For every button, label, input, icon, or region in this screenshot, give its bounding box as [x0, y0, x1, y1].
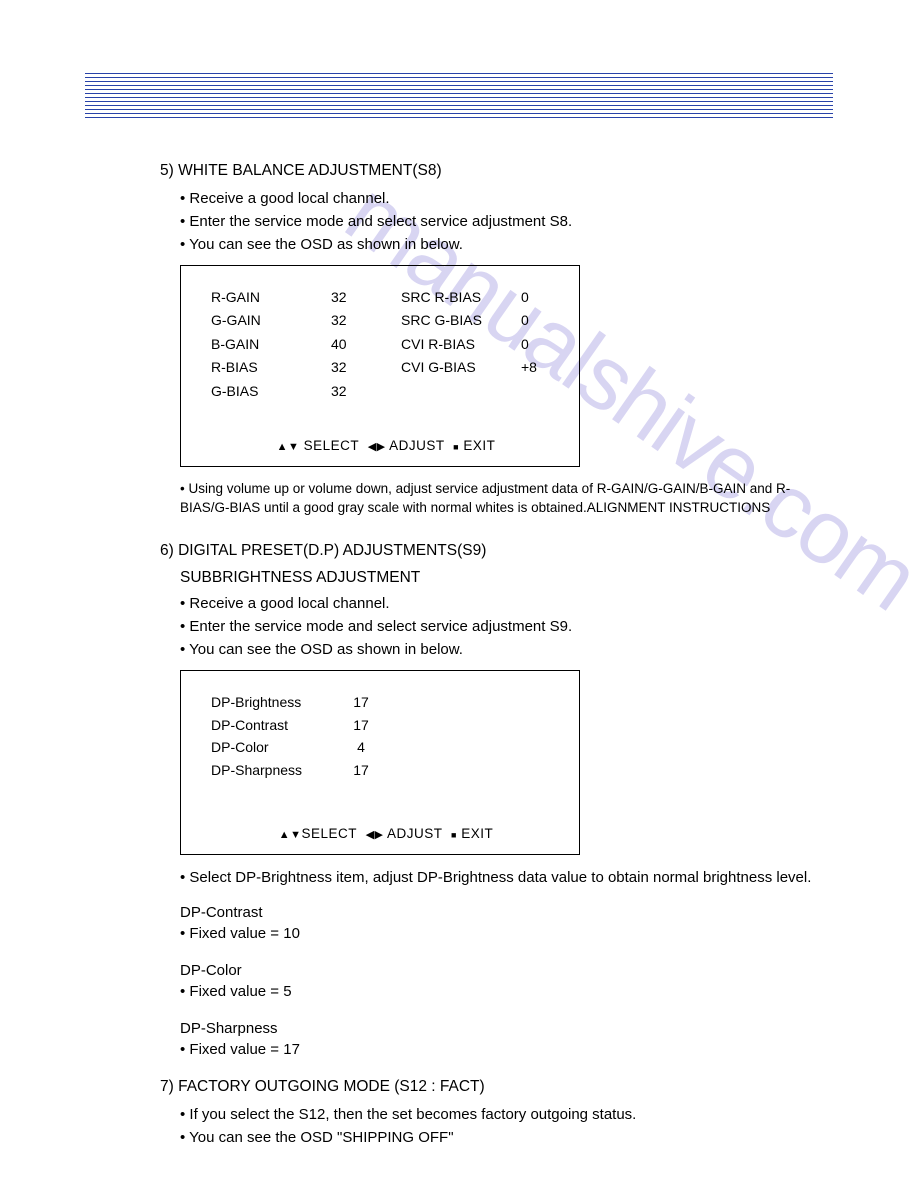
bullet-text: Receive a good local channel.: [189, 595, 389, 612]
osd-value: 17: [341, 761, 381, 781]
osd-footer: ▲▼SELECT ◀▶ ADJUST ■ EXIT: [211, 825, 561, 844]
bullet-item: • You can see the OSD as shown in below.: [180, 234, 838, 255]
section6-note2: • Select DP-Brightness item, adjust DP-B…: [180, 867, 838, 888]
triangle-right-icon: ▶: [377, 441, 386, 453]
bullet-text: You can see the OSD as shown in below.: [189, 641, 463, 658]
page-content: 5) WHITE BALANCE ADJUSTMENT(S8) • Receiv…: [160, 160, 838, 1158]
triangle-left-icon: ◀: [368, 441, 377, 453]
osd-value: 0: [521, 335, 561, 355]
note-text: Using volume up or volume down, adjust s…: [180, 481, 790, 516]
triangle-down-icon: ▼: [290, 829, 301, 841]
bullet-text: You can see the OSD "SHIPPING OFF": [189, 1129, 453, 1146]
osd-value: 0: [521, 288, 561, 308]
osd-label: R-BIAS: [211, 358, 331, 378]
osd-label: SRC G-BIAS: [401, 311, 521, 331]
section5-note: • Using volume up or volume down, adjust…: [180, 479, 838, 518]
section6-subtitle: SUBBRIGHTNESS ADJUSTMENT: [180, 567, 838, 589]
section6-title: 6) DIGITAL PRESET(D.P) ADJUSTMENTS(S9): [160, 540, 838, 562]
osd-row: DP-Brightness17: [211, 693, 561, 713]
osd-label: DP-Color: [211, 738, 341, 758]
triangle-down-icon: ▼: [288, 441, 299, 453]
osd-footer-select: SELECT: [302, 826, 358, 841]
osd-row: B-GAIN40CVI R-BIAS0: [211, 335, 561, 355]
osd-footer-adjust: ADJUST: [387, 826, 443, 841]
bullet-text: Receive a good local channel.: [189, 190, 389, 207]
osd-footer-exit: EXIT: [463, 438, 495, 453]
osd-value: 32: [331, 382, 401, 402]
osd-box-s8: R-GAIN32SRC R-BIAS0 G-GAIN32SRC G-BIAS0 …: [180, 265, 580, 467]
param-name: DP-Color: [180, 960, 838, 981]
osd-row: R-GAIN32SRC R-BIAS0: [211, 288, 561, 308]
square-icon: ■: [453, 442, 459, 452]
osd-value: 17: [341, 693, 381, 713]
triangle-up-icon: ▲: [277, 441, 288, 453]
bullet-item: • Receive a good local channel.: [180, 188, 838, 209]
osd-value: 0: [521, 311, 561, 331]
osd-box-s9: DP-Brightness17 DP-Contrast17 DP-Color4 …: [180, 670, 580, 855]
osd-value: 32: [331, 358, 401, 378]
osd-label: CVI R-BIAS: [401, 335, 521, 355]
section5-title: 5) WHITE BALANCE ADJUSTMENT(S8): [160, 160, 838, 182]
header-stripe: [85, 73, 833, 121]
osd-value: 32: [331, 311, 401, 331]
note-text: Select DP-Brightness item, adjust DP-Bri…: [189, 869, 811, 886]
square-icon: ■: [451, 830, 457, 840]
osd-label: G-BIAS: [211, 382, 331, 402]
osd-row: DP-Color4: [211, 738, 561, 758]
osd-footer: ▲▼ SELECT ◀▶ ADJUST ■ EXIT: [211, 437, 561, 456]
osd-value: 4: [341, 738, 381, 758]
bullet-item: • Enter the service mode and select serv…: [180, 211, 838, 232]
bullet-item: • You can see the OSD as shown in below.: [180, 639, 838, 660]
bullet-text: Enter the service mode and select servic…: [189, 213, 572, 230]
osd-row: DP-Contrast17: [211, 716, 561, 736]
section6-bullets: • Receive a good local channel. • Enter …: [180, 593, 838, 660]
osd-row: G-BIAS32: [211, 382, 561, 402]
osd-label: DP-Brightness: [211, 693, 341, 713]
osd-value: [521, 382, 561, 402]
osd-label: SRC R-BIAS: [401, 288, 521, 308]
osd-value: +8: [521, 358, 561, 378]
osd-value: 40: [331, 335, 401, 355]
bullet-item: • If you select the S12, then the set be…: [180, 1104, 838, 1125]
osd-label: [401, 382, 521, 402]
param-name: DP-Sharpness: [180, 1018, 838, 1039]
triangle-up-icon: ▲: [279, 829, 290, 841]
bullet-text: You can see the OSD as shown in below.: [189, 236, 463, 253]
param-line: • Fixed value = 17: [180, 1039, 838, 1060]
bullet-text: If you select the S12, then the set beco…: [189, 1106, 636, 1123]
osd-footer-exit: EXIT: [461, 826, 493, 841]
osd-value: 32: [331, 288, 401, 308]
bullet-text: Enter the service mode and select servic…: [189, 618, 572, 635]
osd-label: R-GAIN: [211, 288, 331, 308]
osd-label: G-GAIN: [211, 311, 331, 331]
osd-footer-select: SELECT: [304, 438, 360, 453]
param-line: • Fixed value = 10: [180, 923, 838, 944]
osd-row: R-BIAS32CVI G-BIAS+8: [211, 358, 561, 378]
param-group: DP-Color • Fixed value = 5: [180, 960, 838, 1002]
bullet-item: • You can see the OSD "SHIPPING OFF": [180, 1127, 838, 1148]
triangle-right-icon: ▶: [375, 829, 384, 841]
param-line: • Fixed value = 5: [180, 981, 838, 1002]
bullet-item: • Receive a good local channel.: [180, 593, 838, 614]
section7-title: 7) FACTORY OUTGOING MODE (S12 : FACT): [160, 1076, 838, 1098]
osd-label: B-GAIN: [211, 335, 331, 355]
triangle-left-icon: ◀: [366, 829, 375, 841]
osd-label: DP-Contrast: [211, 716, 341, 736]
section7-bullets: • If you select the S12, then the set be…: [180, 1104, 838, 1148]
osd-label: DP-Sharpness: [211, 761, 341, 781]
param-name: DP-Contrast: [180, 902, 838, 923]
section5-bullets: • Receive a good local channel. • Enter …: [180, 188, 838, 255]
osd-footer-adjust: ADJUST: [389, 438, 445, 453]
bullet-item: • Enter the service mode and select serv…: [180, 616, 838, 637]
osd-row: DP-Sharpness17: [211, 761, 561, 781]
osd-row: G-GAIN32SRC G-BIAS0: [211, 311, 561, 331]
osd-value: 17: [341, 716, 381, 736]
osd-label: CVI G-BIAS: [401, 358, 521, 378]
param-group: DP-Contrast • Fixed value = 10: [180, 902, 838, 944]
param-group: DP-Sharpness • Fixed value = 17: [180, 1018, 838, 1060]
